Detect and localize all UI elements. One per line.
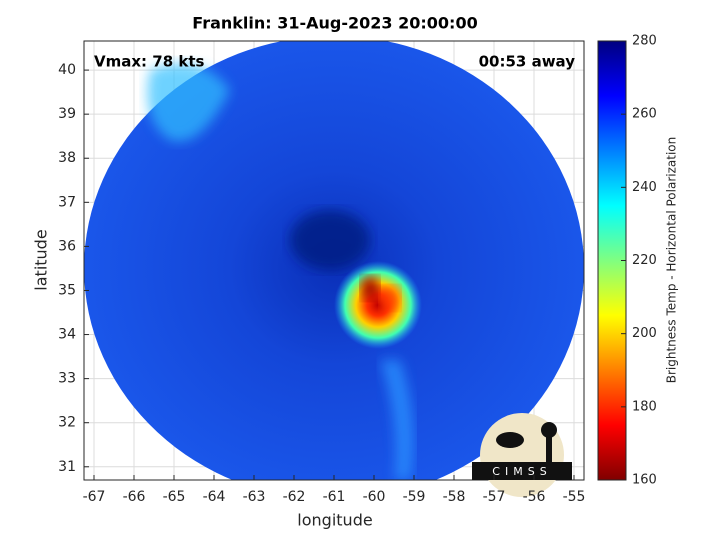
x-tick-label: -65	[163, 489, 186, 505]
x-tick-label: -60	[363, 489, 386, 505]
colorbar-tick-label: 220	[632, 253, 657, 268]
colorbar-tick-label: 180	[632, 399, 657, 414]
x-tick-label: -58	[443, 489, 466, 505]
y-axis-label: latitude	[32, 229, 51, 290]
colorbar-tick-label: 200	[632, 326, 657, 341]
logo-text: CIMSS	[492, 465, 551, 478]
x-tick-label: -64	[203, 489, 226, 505]
y-tick-label: 37	[58, 194, 76, 210]
x-tick-label: -56	[523, 489, 546, 505]
y-tick-label: 40	[58, 62, 76, 78]
x-tick-label: -59	[403, 489, 426, 505]
x-tick-label: -61	[323, 489, 346, 505]
x-tick-label: -62	[283, 489, 306, 505]
y-tick-label: 32	[58, 415, 76, 431]
colorbar-tick-label: 240	[632, 180, 657, 195]
colorbar-tick-label: 160	[632, 473, 657, 488]
annotation: 00:53 away	[479, 53, 576, 71]
annotation: Vmax: 78 kts	[94, 53, 204, 71]
y-tick-label: 33	[58, 371, 76, 387]
colorbar-tick-label: 260	[632, 107, 657, 122]
x-axis-label: longitude	[297, 511, 372, 530]
x-tick-label: -55	[563, 489, 586, 505]
logo: CIMSS	[472, 413, 572, 497]
y-tick-label: 38	[58, 150, 76, 166]
y-tick-label: 35	[58, 282, 76, 298]
x-tick-label: -66	[123, 489, 146, 505]
y-tick-label: 34	[58, 327, 76, 343]
x-tick-label: -67	[83, 489, 106, 505]
x-tick-label: -63	[243, 489, 266, 505]
chart-title: Franklin: 31-Aug-2023 20:00:00	[192, 14, 477, 33]
colorbar-label: Brightness Temp - Horizontal Polarizatio…	[665, 137, 679, 384]
x-tick-label: -57	[483, 489, 506, 505]
y-tick-label: 39	[58, 106, 76, 122]
satellite-image	[84, 41, 584, 480]
y-tick-label: 31	[58, 459, 76, 475]
colorbar-tick-label: 280	[632, 34, 657, 49]
y-tick-label: 36	[58, 238, 76, 254]
